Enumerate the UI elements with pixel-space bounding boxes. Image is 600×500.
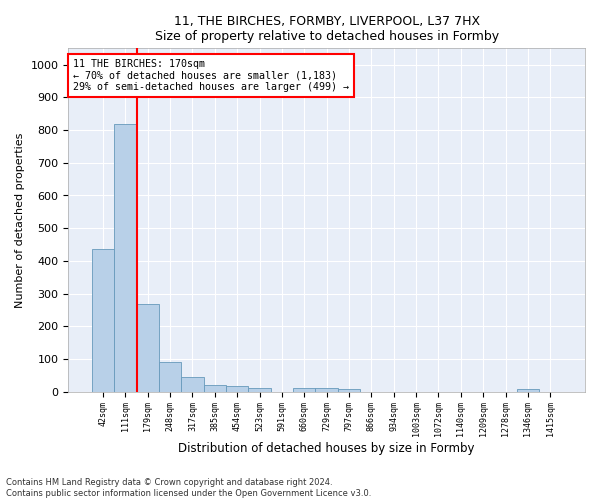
Y-axis label: Number of detached properties: Number of detached properties bbox=[15, 132, 25, 308]
Bar bbox=[92, 250, 114, 392]
Bar bbox=[181, 377, 203, 392]
Title: 11, THE BIRCHES, FORMBY, LIVERPOOL, L37 7HX
Size of property relative to detache: 11, THE BIRCHES, FORMBY, LIVERPOOL, L37 … bbox=[155, 15, 499, 43]
Bar bbox=[316, 388, 338, 392]
Bar bbox=[226, 386, 248, 392]
Bar bbox=[293, 388, 316, 392]
Bar bbox=[248, 388, 271, 392]
Bar bbox=[203, 384, 226, 392]
X-axis label: Distribution of detached houses by size in Formby: Distribution of detached houses by size … bbox=[178, 442, 475, 455]
Bar bbox=[338, 389, 360, 392]
Bar bbox=[114, 124, 137, 392]
Bar bbox=[517, 389, 539, 392]
Text: 11 THE BIRCHES: 170sqm
← 70% of detached houses are smaller (1,183)
29% of semi-: 11 THE BIRCHES: 170sqm ← 70% of detached… bbox=[73, 58, 349, 92]
Text: Contains HM Land Registry data © Crown copyright and database right 2024.
Contai: Contains HM Land Registry data © Crown c… bbox=[6, 478, 371, 498]
Bar bbox=[159, 362, 181, 392]
Bar bbox=[137, 304, 159, 392]
